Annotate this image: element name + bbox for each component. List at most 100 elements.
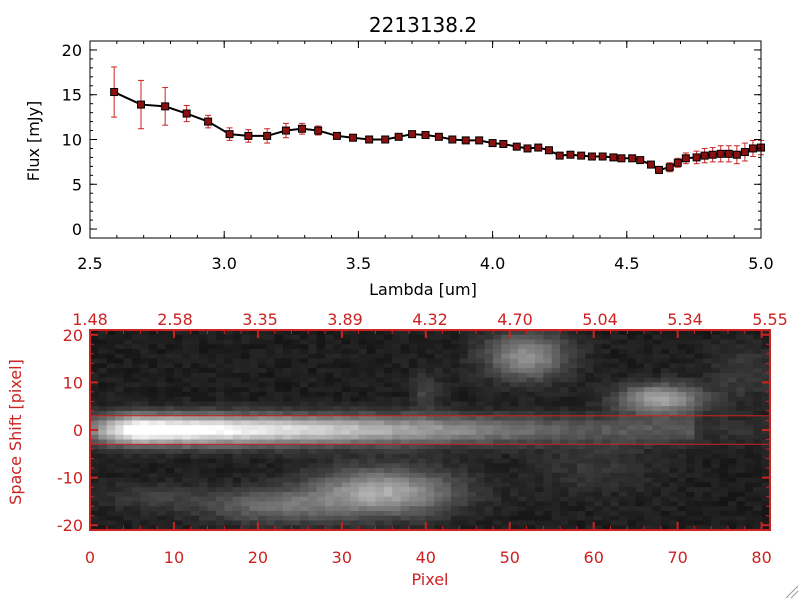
heatmap-cell: [417, 487, 427, 493]
heatmap-cell: [551, 349, 561, 355]
heatmap-cell: [585, 434, 595, 441]
heatmap-cell: [543, 396, 553, 403]
heatmap-cell: [509, 477, 519, 483]
heatmap-cell: [115, 415, 125, 422]
heatmap-cell: [425, 477, 435, 483]
heatmap-cell: [173, 415, 183, 422]
heatmap-cell: [392, 525, 402, 530]
heatmap-cell: [400, 472, 410, 479]
data-point: [681, 154, 690, 163]
heatmap-cell: [106, 368, 116, 374]
data-point: [544, 146, 553, 155]
heatmap-cell: [333, 330, 343, 336]
heatmap-cell: [568, 425, 578, 431]
heatmap-cell: [367, 482, 377, 488]
heatmap-cell: [711, 449, 721, 455]
heatmap-cell: [190, 358, 200, 364]
heatmap-cell: [434, 458, 444, 464]
heatmap-cell: [283, 491, 293, 498]
heatmap-cell: [484, 363, 494, 369]
heatmap-cell: [131, 363, 141, 369]
heatmap-cell: [744, 368, 754, 374]
heatmap-cell: [568, 520, 578, 526]
heatmap-cell: [560, 491, 570, 498]
heatmap-cell: [350, 377, 360, 383]
heatmap-cell: [761, 434, 770, 441]
heatmap-cell: [325, 472, 335, 479]
heatmap-cell: [425, 387, 435, 393]
heatmap-cell: [719, 377, 729, 383]
heatmap-cell: [450, 458, 460, 464]
heatmap-cell: [358, 363, 368, 369]
heatmap-cell: [215, 377, 225, 383]
resize-grip-icon[interactable]: [785, 585, 799, 599]
heatmap-cell: [257, 520, 267, 526]
heatmap-cell: [669, 363, 679, 369]
heatmap-cell: [761, 458, 770, 464]
heatmap-cell: [534, 358, 544, 364]
heatmap-cell: [585, 496, 595, 503]
heatmap-cell: [325, 487, 335, 493]
heatmap-cell: [644, 472, 654, 479]
heatmap-cell: [450, 520, 460, 526]
heatmap-cell: [350, 415, 360, 422]
heatmap-cell: [753, 353, 763, 360]
heatmap-cell: [291, 396, 301, 403]
heatmap-cell: [325, 515, 335, 522]
heatmap-cell: [744, 396, 754, 403]
heatmap-cell: [484, 468, 494, 474]
heatmap-cell: [140, 430, 150, 436]
heatmap-cell: [450, 463, 460, 469]
heatmap-cell: [409, 377, 419, 383]
heatmap-cell: [308, 344, 318, 350]
heatmap-cell: [291, 330, 301, 336]
heatmap-cell: [157, 368, 167, 374]
heatmap-cell: [736, 387, 746, 393]
heatmap-cell: [509, 377, 519, 383]
heatmap-cell: [459, 396, 469, 403]
heatmap-cell: [207, 487, 217, 493]
heatmap-cell: [106, 420, 116, 426]
heatmap-cell: [602, 458, 612, 464]
heatmap-cell: [367, 382, 377, 388]
heatmap-cell: [686, 330, 696, 336]
heatmap-cell: [644, 391, 654, 398]
heatmap-cell: [249, 472, 259, 479]
heatmap-cell: [148, 458, 158, 464]
heatmap-cell: [383, 406, 393, 412]
heatmap-cell: [585, 525, 595, 530]
heatmap-cell: [711, 349, 721, 355]
heatmap-cell: [383, 382, 393, 388]
heatmap-cell: [131, 496, 141, 503]
heatmap-cell: [534, 387, 544, 393]
heatmap-cell: [266, 396, 276, 403]
heatmap-cell: [165, 458, 175, 464]
heatmap-cell: [207, 491, 217, 498]
heatmap-cell: [173, 406, 183, 412]
heatmap-cell: [341, 487, 351, 493]
heatmap-cell: [131, 515, 141, 522]
heatmap-cell: [627, 449, 637, 455]
heatmap-x-axis-label: Pixel: [411, 570, 448, 589]
heatmap-cell: [476, 353, 486, 360]
heatmap-cell: [241, 387, 251, 393]
heatmap-cell: [341, 439, 351, 445]
heatmap-cell: [341, 401, 351, 407]
heatmap-cell: [694, 506, 704, 512]
heatmap-cell: [509, 353, 519, 360]
heatmap-cell: [560, 387, 570, 393]
heatmap-cell: [409, 482, 419, 488]
heatmap-cell: [484, 439, 494, 445]
heatmap-cell: [232, 401, 242, 407]
heatmap-cell: [148, 339, 158, 345]
heatmap-cell: [367, 439, 377, 445]
heatmap-cell: [534, 396, 544, 403]
heatmap-cell: [375, 358, 385, 364]
heatmap-cell: [316, 463, 326, 469]
heatmap-cell: [728, 344, 738, 350]
heatmap-cell: [123, 368, 133, 374]
heatmap-cell: [409, 439, 419, 445]
heatmap-cell: [341, 425, 351, 431]
heatmap-cell: [753, 358, 763, 364]
heatmap-cell: [635, 506, 645, 512]
